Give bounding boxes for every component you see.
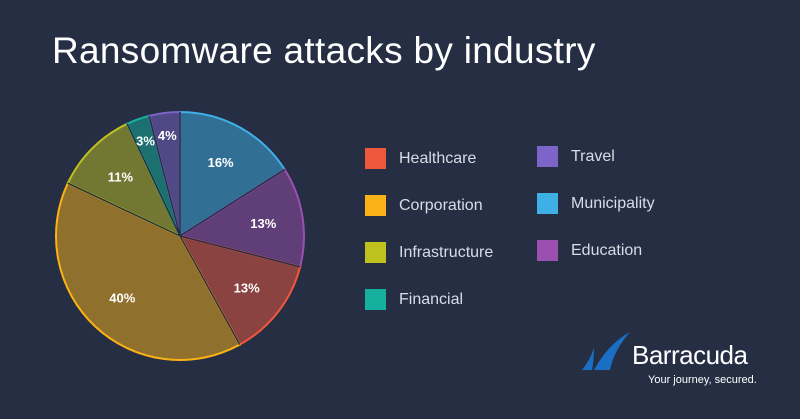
legend-label: Infrastructure [399, 243, 494, 261]
legend-swatch [537, 240, 558, 261]
pie-slice-education [177, 168, 305, 269]
legend-label: Municipality [571, 194, 655, 212]
legend-swatch [365, 242, 386, 263]
legend-swatch [537, 146, 558, 167]
data-label: 13% [234, 281, 260, 296]
slice-divider [179, 235, 241, 346]
legend-item-infrastructure: Infrastructure [365, 242, 493, 263]
data-label: 3% [136, 133, 155, 148]
legend-swatch [365, 148, 386, 169]
pie-slice-municipality [179, 110, 287, 238]
legend-item-municipality: Municipality [537, 193, 655, 214]
slice-divider [148, 115, 181, 237]
slice-divider [179, 235, 301, 268]
legend-swatch [537, 193, 558, 214]
legend-label: Corporation [399, 196, 483, 214]
legend-label: Education [571, 241, 643, 259]
legend-label: Financial [399, 290, 464, 308]
slice-divider [67, 182, 181, 237]
brand-tagline: Your journey, secured. [648, 374, 757, 386]
legend-swatch [365, 195, 386, 216]
pie-slice-infrastructure [66, 122, 183, 239]
brand-name: Barracuda [632, 340, 748, 370]
slice-divider [126, 123, 181, 237]
legend-item-corporation: Corporation [365, 195, 483, 216]
data-label: 40% [109, 290, 135, 305]
data-label: 4% [158, 128, 177, 143]
legend-item-healthcare: Healthcare [365, 148, 476, 169]
legend-label: Travel [571, 147, 615, 165]
pie-slice-corporation [55, 181, 242, 361]
data-label: 13% [250, 216, 276, 231]
legend-item-education: Education [537, 240, 642, 261]
legend-label: Healthcare [399, 149, 477, 167]
pie-slice-healthcare [178, 234, 302, 347]
legend-swatch [365, 289, 386, 310]
slice-divider [179, 168, 286, 237]
legend-item-travel: Travel [537, 146, 615, 167]
data-label: 16% [208, 155, 234, 170]
data-label: 11% [108, 169, 134, 184]
legend-item-financial: Financial [365, 289, 463, 310]
barracuda-logo-icon [582, 332, 630, 370]
chart-title: Ransomware attacks by industry [52, 30, 596, 71]
